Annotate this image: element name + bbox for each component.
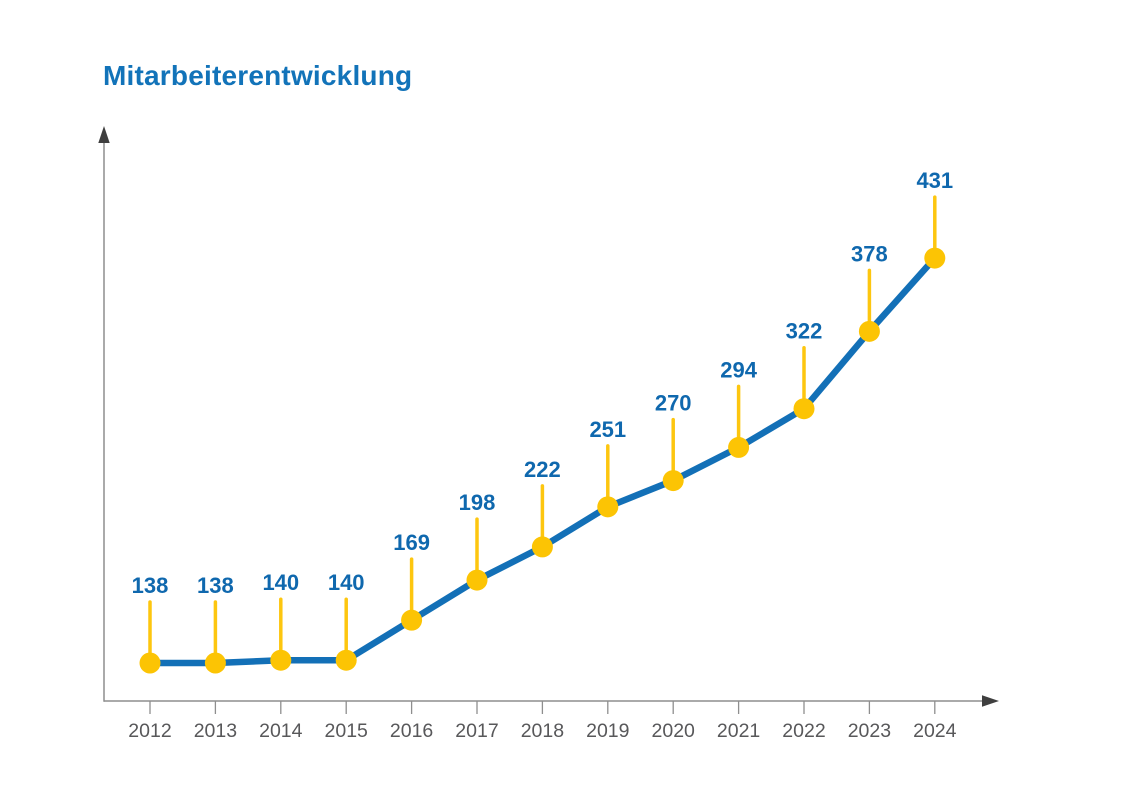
data-point-value-label: 198 bbox=[459, 490, 496, 515]
data-point-marker bbox=[270, 649, 292, 671]
x-axis-arrow-icon bbox=[982, 695, 999, 707]
data-point-marker bbox=[139, 652, 161, 674]
data-point-value-label: 378 bbox=[851, 241, 888, 266]
chart-title: Mitarbeiterentwicklung bbox=[103, 60, 413, 91]
year-label: 2012 bbox=[128, 720, 171, 742]
data-point-value-label: 431 bbox=[916, 168, 953, 193]
data-point-value-label: 140 bbox=[328, 570, 365, 595]
year-label: 2019 bbox=[586, 720, 629, 742]
year-label: 2023 bbox=[848, 720, 891, 742]
data-point-value-label: 169 bbox=[393, 530, 430, 555]
year-label: 2020 bbox=[652, 720, 696, 742]
data-point-marker bbox=[597, 496, 619, 518]
data-point-value-label: 270 bbox=[655, 391, 692, 416]
data-point-value-label: 251 bbox=[589, 417, 626, 442]
year-label: 2024 bbox=[913, 720, 957, 742]
data-point-marker bbox=[401, 609, 423, 631]
data-point-marker bbox=[662, 470, 684, 492]
data-point-value-label: 222 bbox=[524, 457, 561, 482]
data-point-value-label: 138 bbox=[197, 573, 234, 598]
data-point-value-label: 294 bbox=[720, 357, 757, 382]
data-point-marker bbox=[204, 652, 226, 674]
data-point-marker bbox=[335, 649, 357, 671]
data-point-value-label: 138 bbox=[132, 573, 169, 598]
year-label: 2013 bbox=[194, 720, 237, 742]
year-label: 2022 bbox=[782, 720, 825, 742]
year-label: 2014 bbox=[259, 720, 303, 742]
y-axis-arrow-icon bbox=[98, 126, 110, 143]
data-point-marker bbox=[793, 398, 815, 420]
year-label: 2018 bbox=[521, 720, 564, 742]
data-point-value-label: 322 bbox=[786, 319, 823, 344]
year-label: 2016 bbox=[390, 720, 433, 742]
data-point-marker bbox=[466, 569, 488, 591]
data-point-value-label: 140 bbox=[262, 570, 299, 595]
year-label: 2021 bbox=[717, 720, 760, 742]
data-point-marker bbox=[924, 247, 946, 269]
data-point-marker bbox=[728, 436, 750, 458]
year-label: 2015 bbox=[325, 720, 369, 742]
data-point-marker bbox=[858, 320, 880, 342]
year-label: 2017 bbox=[455, 720, 498, 742]
data-point-marker bbox=[531, 536, 553, 558]
